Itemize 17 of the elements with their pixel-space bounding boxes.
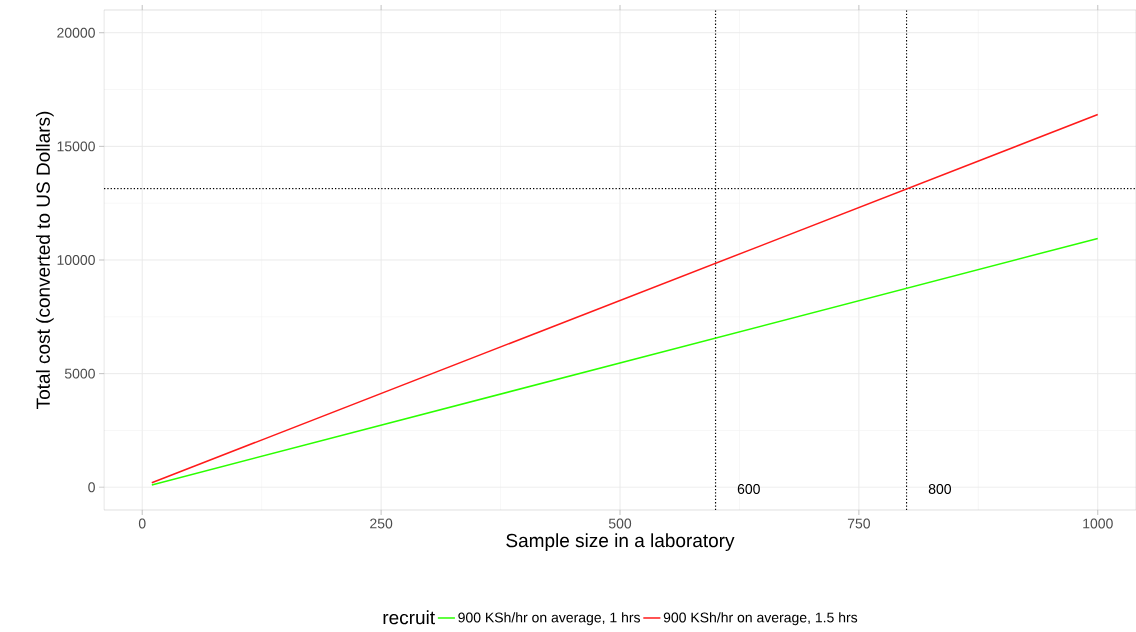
legend-label: 900 KSh/hr on average, 1.5 hrs — [663, 612, 858, 626]
ref-line-label: 800 — [928, 484, 952, 494]
x-tick-label: 250 — [370, 518, 393, 529]
y-tick-label: 5000 — [64, 368, 95, 379]
x-tick-label: 0 — [138, 518, 146, 529]
legend-title: recruit — [383, 610, 435, 625]
x-tick-label: 500 — [608, 518, 632, 529]
x-tick-label: 1000 — [1083, 518, 1113, 529]
y-axis-title: Total cost (converted to US Dollars) — [35, 111, 54, 409]
x-axis-title: Sample size in a laboratory — [506, 533, 735, 551]
y-tick-label: 20000 — [57, 27, 95, 38]
y-tick-label: 15000 — [57, 141, 95, 152]
y-tick-label: 0 — [88, 482, 95, 493]
x-tick-label: 750 — [847, 518, 871, 529]
y-tick-label: 10000 — [57, 255, 95, 265]
ref-line-label: 600 — [737, 484, 760, 494]
legend-label: 900 KSh/hr on average, 1 hrs — [458, 612, 641, 626]
